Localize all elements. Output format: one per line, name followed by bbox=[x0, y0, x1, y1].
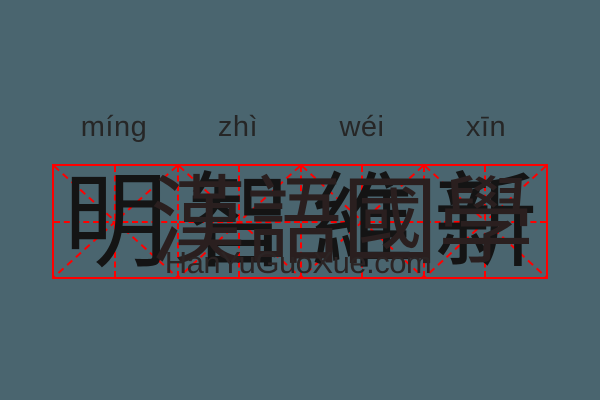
pinyin-row: míng zhì wéi xīn bbox=[52, 104, 548, 150]
character-xin: 新 bbox=[433, 160, 538, 283]
grid-cell-2: 智 bbox=[176, 160, 300, 283]
grid-cell-3: 維 bbox=[299, 160, 423, 283]
pinyin-ming: míng bbox=[80, 110, 148, 143]
character-wei: 維 bbox=[310, 160, 415, 283]
character-ming: 明 bbox=[63, 160, 168, 283]
pinyin-zhi: zhì bbox=[217, 110, 259, 143]
pinyin-xin: xīn bbox=[465, 110, 507, 143]
character-grid: 明 智 維 新 bbox=[52, 164, 548, 279]
grid-cell-4: 新 bbox=[422, 160, 546, 283]
pinyin-wei: wéi bbox=[339, 110, 385, 143]
character-zhi: 智 bbox=[187, 160, 292, 283]
grid-cell-1: 明 bbox=[54, 166, 177, 277]
